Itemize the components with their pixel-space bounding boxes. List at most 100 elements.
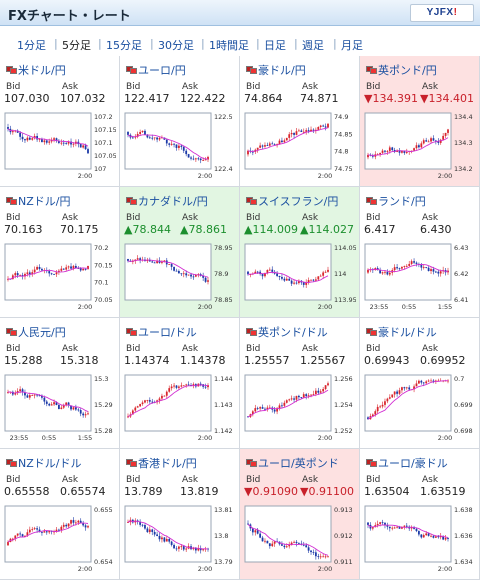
price-chart[interactable]: 0.913 0.912 0.911 2:00 [244, 502, 356, 576]
candle-body [427, 141, 430, 143]
rate-card[interactable]: ユーロ/豪ドル Bid Ask 1.63504 1.63519 1.638 1.636 1.6… [360, 449, 480, 580]
candle-body [298, 543, 300, 544]
pair-link[interactable]: 米ドル/円 [6, 62, 66, 78]
ask-label: Ask [302, 475, 319, 485]
bid-label: Bid [246, 475, 261, 485]
pair-link[interactable]: ランド/円 [366, 193, 426, 209]
candle-body [312, 279, 315, 281]
pair-link[interactable]: ユーロ/豪ドル [366, 455, 448, 471]
candle-body [430, 535, 432, 537]
bid-label: Bid [126, 213, 141, 223]
candle-body [314, 390, 317, 395]
price-chart[interactable]: 122.5 122.4 2:00 [124, 109, 236, 183]
rate-card[interactable]: ユーロ/円 Bid Ask 122.417 122.422 122.5 122.4 2:00 [120, 56, 240, 187]
candle-body [26, 272, 29, 274]
pair-link[interactable]: ユーロ/ドル [126, 324, 197, 340]
tab-5[interactable]: 1時間足 [209, 39, 249, 52]
pair-link[interactable]: カナダドル/円 [126, 193, 208, 209]
candle-body [79, 144, 82, 148]
yjfx-logo[interactable]: YJFX! [410, 4, 474, 22]
price-chart[interactable]: 74.9 74.85 74.8 74.75 2:00 [244, 109, 356, 183]
pair-link[interactable]: ユーロ/英ポンド [246, 455, 339, 471]
y-tick-label: 0.655 [94, 506, 113, 514]
y-tick-label: 70.1 [94, 279, 108, 287]
pair-link[interactable]: 豪ドル/ドル [366, 324, 437, 340]
rate-card[interactable]: 英ポンド/円 Bid Ask ▼134.391 ▼134.401 134.4 134.3 13… [360, 56, 480, 187]
rate-card[interactable]: カナダドル/円 Bid Ask ▲78.844 ▲78.861 78.95 78.9 78.8… [120, 187, 240, 318]
candle-body [317, 126, 320, 130]
pair-link[interactable]: NZドル/ドル [6, 455, 81, 471]
rate-card[interactable]: NZドル/円 Bid Ask 70.163 70.175 70.2 70.15 70.1 70.… [0, 187, 120, 318]
pair-link[interactable]: 人民元/円 [6, 324, 66, 340]
pair-name: 香港ドル/円 [138, 457, 197, 470]
pair-link[interactable]: 香港ドル/円 [126, 455, 197, 471]
rate-card[interactable]: ランド/円 Bid Ask 6.417 6.430 6.43 6.42 6.41 23:55 0:… [360, 187, 480, 318]
candle-body [14, 535, 17, 539]
tab-7[interactable]: 週足 [302, 39, 324, 52]
candle-body [19, 275, 22, 276]
candle-body [420, 143, 423, 148]
pair-link[interactable]: ユーロ/円 [126, 62, 186, 78]
rate-card[interactable]: ユーロ/ドル Bid Ask 1.14374 1.14378 1.144 1.143 1.14… [120, 318, 240, 449]
candle-body [273, 409, 276, 412]
rate-card[interactable]: 米ドル/円 Bid Ask 107.030 107.032 107.2 107.15 107.… [0, 56, 120, 187]
price-chart[interactable]: 0.7 0.699 0.698 2:00 [364, 371, 476, 445]
price-chart[interactable]: 15.3 15.29 15.28 23:55 0:55 1:55 [4, 371, 116, 445]
candle-body [48, 530, 51, 533]
price-chart[interactable]: 114.05 114 113.95 2:00 [244, 240, 356, 314]
candle-body [285, 137, 288, 141]
pair-link[interactable]: 英ポンド/円 [366, 62, 437, 78]
pair-link[interactable]: NZドル/円 [6, 193, 70, 209]
moving-average-line [127, 259, 209, 278]
ask-value: 0.65574 [60, 485, 106, 498]
tab-3[interactable]: 15分足 [106, 39, 142, 52]
tab-4[interactable]: 30分足 [158, 39, 194, 52]
price-chart[interactable]: 1.256 1.254 1.252 2:00 [244, 371, 356, 445]
rate-card[interactable]: 豪ドル/円 Bid Ask 74.864 74.871 74.9 74.85 74.8 74.7… [240, 56, 360, 187]
candle-body [324, 385, 327, 390]
candle-body [77, 520, 80, 523]
rate-card[interactable]: スイスフラン/円 Bid Ask ▲114.009 ▲114.027 114.05 114 1… [240, 187, 360, 318]
pair-link[interactable]: 豪ドル/円 [246, 62, 306, 78]
tab-2[interactable]: 5分足 [62, 39, 91, 52]
ask-value: ▼0.91100 [300, 485, 354, 498]
price-chart[interactable]: 1.638 1.636 1.634 2:00 [364, 502, 476, 576]
candle-body [425, 533, 428, 536]
tab-6[interactable]: 日足 [264, 39, 286, 52]
price-chart[interactable]: 6.43 6.42 6.41 23:55 0:55 1:55 [364, 240, 476, 314]
rate-card[interactable]: 英ポンド/ドル Bid Ask 1.25557 1.25567 1.256 1.254 1.2… [240, 318, 360, 449]
price-chart[interactable]: 1.144 1.143 1.142 2:00 [124, 371, 236, 445]
tab-separator: | [150, 37, 154, 50]
y-tick-label: 114.05 [334, 244, 356, 252]
price-chart[interactable]: 70.2 70.15 70.1 70.05 2:00 [4, 240, 116, 314]
pair-link[interactable]: スイスフラン/円 [246, 193, 338, 209]
candle-body [254, 271, 257, 274]
tab-1[interactable]: 1分足 [17, 39, 46, 52]
price-chart[interactable]: 13.81 13.8 13.79 2:00 [124, 502, 236, 576]
pair-link[interactable]: 英ポンド/ドル [246, 324, 328, 340]
rate-card[interactable]: 豪ドル/ドル Bid Ask 0.69943 0.69952 0.7 0.699 0.698 2… [360, 318, 480, 449]
candle-body [87, 149, 89, 154]
candle-body [379, 522, 382, 524]
rate-card[interactable]: 人民元/円 Bid Ask 15.288 15.318 15.3 15.29 15.28 23:… [0, 318, 120, 449]
price-chart[interactable]: 78.95 78.9 78.85 2:00 [124, 240, 236, 314]
rate-card[interactable]: ユーロ/英ポンド Bid Ask ▼0.91090 ▼0.91100 0.913 0.912… [240, 449, 360, 580]
ask-label: Ask [62, 213, 79, 223]
ask-value: 6.430 [420, 223, 452, 236]
price-chart[interactable]: 0.655 0.654 2:00 [4, 502, 116, 576]
page-header: FXチャート・レート YJFX! [0, 0, 480, 26]
candle-body [144, 400, 146, 403]
candle-body [45, 531, 48, 533]
candle-body [398, 150, 401, 153]
candle-body [168, 264, 171, 265]
candle-body [367, 522, 369, 525]
candle-body [28, 395, 31, 398]
rate-card[interactable]: 香港ドル/円 Bid Ask 13.789 13.819 13.81 13.8 13.79 2:… [120, 449, 240, 580]
candle-body [173, 266, 175, 271]
candle-body [156, 260, 158, 264]
tab-8[interactable]: 月足 [341, 39, 363, 52]
price-chart[interactable]: 107.2 107.15 107.1 107.05 107 2:00 [4, 109, 116, 183]
rate-card[interactable]: NZドル/ドル Bid Ask 0.65558 0.65574 0.655 0.654 2:0… [0, 449, 120, 580]
candle-body [376, 523, 379, 526]
price-chart[interactable]: 134.4 134.3 134.2 2:00 [364, 109, 476, 183]
